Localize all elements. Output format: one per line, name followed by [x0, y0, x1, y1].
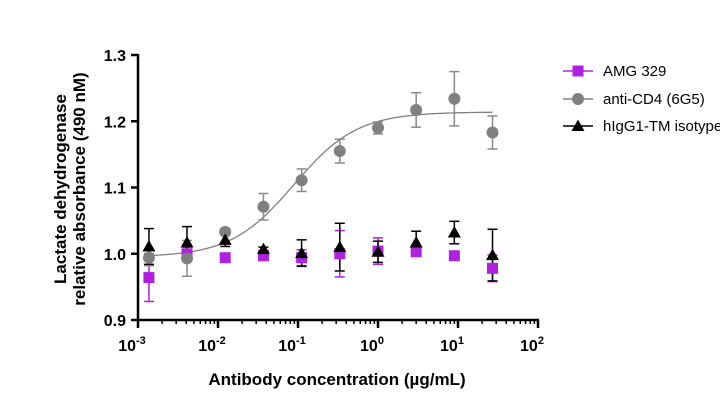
- data-point-circle: [295, 174, 308, 187]
- data-point-circle: [486, 126, 499, 139]
- data-point-circle: [219, 225, 232, 238]
- data-point-square: [572, 65, 584, 77]
- x-tick-exponent: 1: [458, 335, 464, 347]
- data-point-triangle: [571, 119, 585, 131]
- x-tick-exponent: -1: [296, 335, 306, 347]
- data-point-square: [143, 272, 155, 284]
- y-axis-title: Lactate dehydrogenase relative absorbanc…: [51, 72, 89, 305]
- x-tick-base: 10: [118, 338, 136, 355]
- y-tick-label: 1.0: [104, 247, 126, 264]
- x-tick-exponent: -3: [136, 335, 146, 347]
- x-tick-base: 10: [440, 338, 458, 355]
- x-axis-title: Antibody concentration (µg/mL): [208, 370, 465, 389]
- data-point-circle: [448, 92, 461, 105]
- y-tick-label: 1.3: [104, 48, 126, 65]
- data-point-triangle: [447, 226, 461, 238]
- data-point-triangle: [486, 248, 500, 261]
- data-point-triangle: [180, 235, 194, 248]
- x-tick-label: 100: [360, 335, 384, 355]
- y-axis-title-line1: Lactate dehydrogenase: [51, 94, 70, 284]
- axes: 0.91.01.11.21.310-3 10-2 10-1 100 101 102: [104, 48, 544, 355]
- x-tick-base: 10: [520, 338, 538, 355]
- legend-item: hIgG1-TM isotype: [563, 118, 720, 135]
- y-tick-label: 0.9: [104, 313, 126, 330]
- data-point-circle: [257, 200, 270, 213]
- data-point-circle: [372, 121, 384, 134]
- data-point-triangle: [295, 246, 309, 259]
- data-point-triangle: [218, 233, 232, 245]
- x-tick-label: 10-3: [118, 335, 146, 355]
- y-tick-label: 1.2: [104, 114, 126, 131]
- data-point-triangle: [333, 240, 347, 253]
- x-tick-exponent: 2: [538, 335, 544, 347]
- data-point-triangle: [142, 239, 156, 252]
- data-point-square: [334, 248, 346, 260]
- legend-label: anti-CD4 (6G5): [603, 91, 705, 108]
- y-tick-label: 1.1: [104, 181, 126, 198]
- data-point-square: [487, 262, 499, 274]
- x-tick-label: 10-1: [278, 335, 306, 355]
- x-tick-exponent: 0: [378, 335, 384, 347]
- data-point-square: [219, 252, 231, 264]
- data-point-square: [448, 250, 460, 262]
- x-tick-base: 10: [198, 338, 216, 355]
- fit-curves: [148, 111, 493, 257]
- data-markers: [142, 92, 500, 284]
- fit-curve: [148, 111, 493, 257]
- x-tick-label: 101: [440, 335, 464, 355]
- x-tick-label: 102: [520, 335, 544, 355]
- legend-label: AMG 329: [603, 63, 666, 80]
- data-point-triangle: [409, 235, 423, 248]
- data-point-square: [410, 246, 422, 258]
- x-tick-base: 10: [278, 338, 296, 355]
- y-axis-title-line2: relative absorbance (490 nM): [70, 72, 89, 305]
- data-point-circle: [142, 251, 155, 264]
- data-point-circle: [181, 252, 194, 265]
- x-tick-label: 10-2: [198, 335, 226, 355]
- data-point-circle: [333, 145, 346, 158]
- error-bars: [143, 70, 498, 303]
- x-tick-exponent: -2: [216, 335, 226, 347]
- data-point-circle: [410, 103, 423, 116]
- legend: AMG 329 anti-CD4 (6G5) hIgG1-TM isotype: [563, 63, 720, 135]
- data-point-square: [257, 250, 269, 262]
- data-point-triangle: [256, 242, 270, 255]
- data-point-circle: [572, 93, 584, 105]
- x-tick-base: 10: [360, 338, 378, 355]
- legend-label: hIgG1-TM isotype: [603, 118, 720, 135]
- data-point-triangle: [371, 245, 385, 257]
- legend-item: AMG 329: [563, 63, 666, 80]
- legend-item: anti-CD4 (6G5): [563, 91, 705, 108]
